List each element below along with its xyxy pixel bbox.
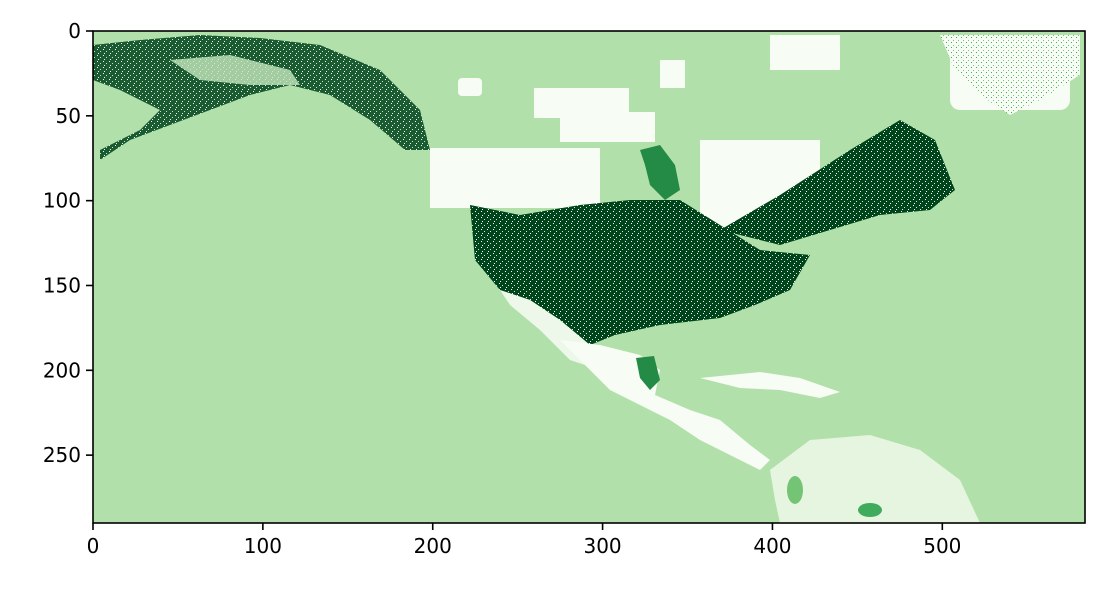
axes-frame — [92, 30, 1086, 524]
snow-patch-5 — [770, 35, 840, 70]
y-tick-label: 250 — [43, 443, 81, 467]
greenland-edge — [940, 35, 1080, 115]
south-america-dark-spot-2 — [787, 476, 803, 504]
cuba-islands — [700, 372, 840, 398]
x-tick-label: 200 — [414, 534, 452, 558]
x-tick-label: 0 — [87, 534, 100, 558]
hudson-bay-dark — [640, 145, 680, 200]
x-axis: 0 100 200 300 400 500 — [87, 523, 961, 558]
south-america-dark-spot-1 — [858, 503, 882, 517]
snow-band-west — [430, 148, 600, 208]
x-tick-label: 300 — [583, 534, 621, 558]
eastern-canada-forest — [720, 120, 955, 245]
snow-patch-1 — [458, 78, 482, 96]
snow-patch-4 — [660, 60, 685, 88]
x-tick-label: 100 — [244, 534, 282, 558]
heatmap-image — [93, 31, 1085, 523]
y-tick-label: 150 — [43, 273, 81, 297]
mexico-land — [560, 340, 770, 470]
y-tick-label: 0 — [68, 19, 81, 43]
contiguous-us-forest — [470, 200, 810, 345]
x-tick-label: 400 — [753, 534, 791, 558]
snow-patch-3 — [560, 112, 655, 142]
x-tick-label: 500 — [923, 534, 961, 558]
south-america-land — [770, 435, 980, 523]
alaska-region — [93, 35, 430, 160]
y-axis: 0 50 100 150 200 250 — [43, 19, 93, 467]
y-tick-label: 100 — [43, 189, 81, 213]
alaska-light-patch — [170, 55, 300, 85]
y-tick-label: 200 — [43, 358, 81, 382]
y-tick-label: 50 — [56, 104, 81, 128]
mexico-dark-coast — [636, 356, 660, 390]
